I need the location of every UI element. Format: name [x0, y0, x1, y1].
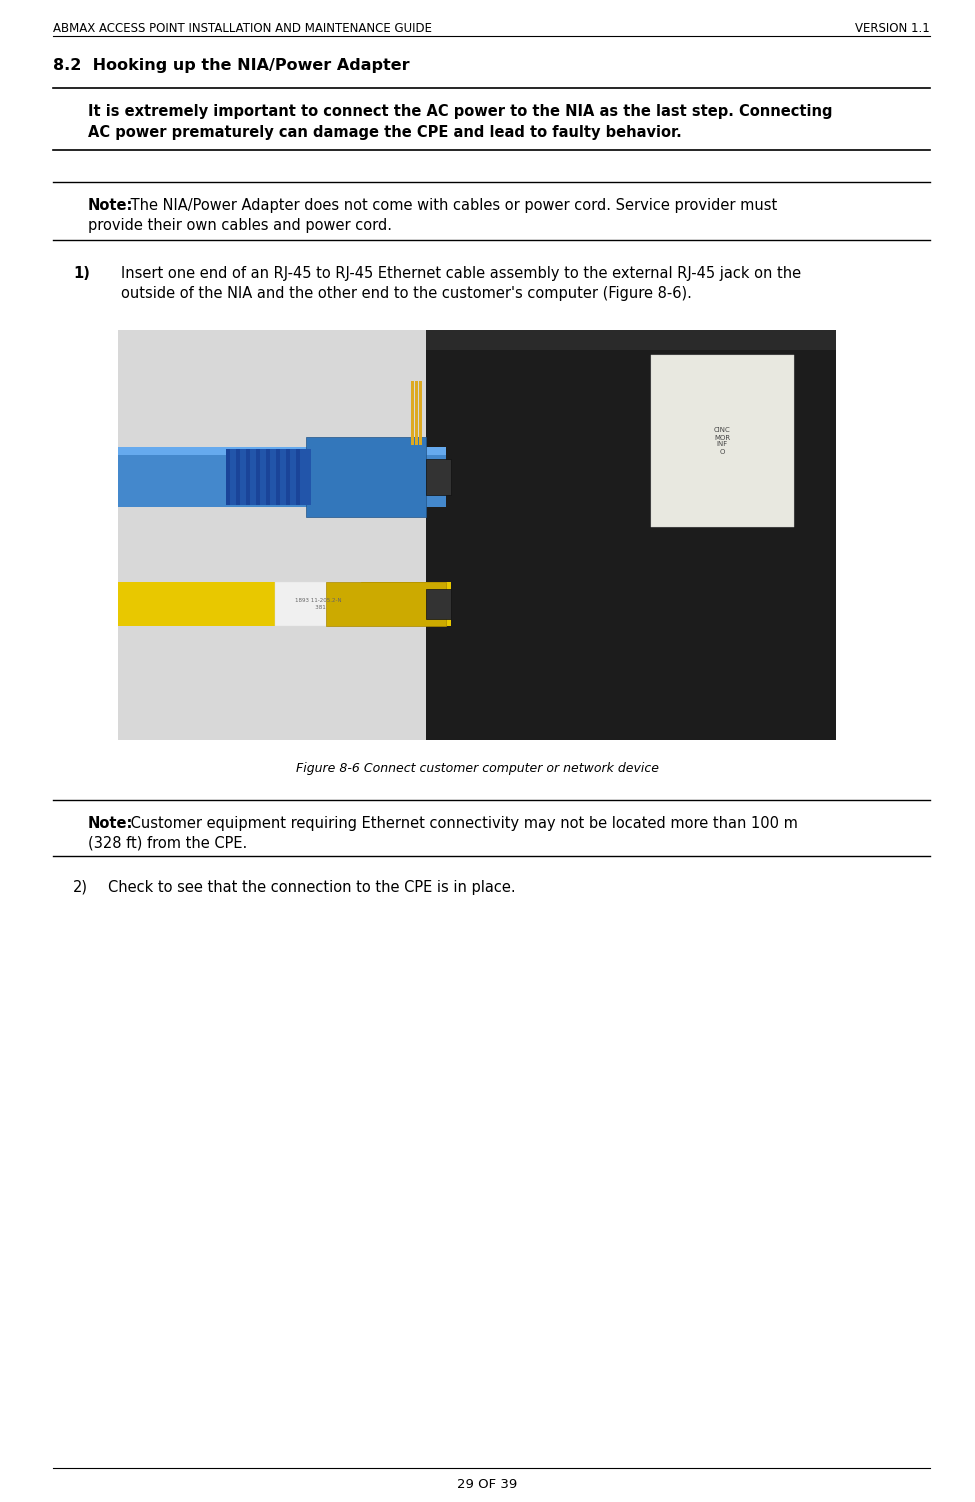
Bar — [246, 449, 250, 505]
Bar — [226, 449, 311, 505]
Bar — [326, 581, 446, 626]
Text: ABMAX ACCESS POINT INSTALLATION AND MAINTENANCE GUIDE: ABMAX ACCESS POINT INSTALLATION AND MAIN… — [53, 23, 432, 35]
Text: VERSION 1.1: VERSION 1.1 — [855, 23, 930, 35]
Bar — [118, 330, 836, 740]
Text: AC power prematurely can damage the CPE and lead to faulty behavior.: AC power prematurely can damage the CPE … — [88, 125, 682, 140]
Bar — [118, 448, 446, 455]
Text: 8.2  Hooking up the NIA/Power Adapter: 8.2 Hooking up the NIA/Power Adapter — [53, 59, 409, 74]
Bar — [286, 449, 290, 505]
Bar — [296, 449, 300, 505]
Bar — [276, 449, 280, 505]
Text: (328 ft) from the CPE.: (328 ft) from the CPE. — [88, 837, 248, 852]
Text: Note:: Note: — [88, 816, 134, 831]
Bar — [236, 449, 240, 505]
Text: 2): 2) — [73, 880, 88, 895]
Bar — [275, 581, 361, 626]
Bar — [426, 330, 836, 350]
Bar — [426, 589, 451, 619]
Bar — [118, 448, 446, 508]
Text: 29 OF 39: 29 OF 39 — [457, 1478, 517, 1491]
Text: 1): 1) — [73, 266, 90, 281]
Bar — [426, 330, 836, 740]
Bar — [118, 581, 451, 626]
Bar — [419, 382, 422, 445]
Bar — [266, 449, 270, 505]
Bar — [226, 449, 230, 505]
Text: The NIA/Power Adapter does not come with cables or power cord. Service provider : The NIA/Power Adapter does not come with… — [126, 198, 777, 213]
Text: Customer equipment requiring Ethernet connectivity may not be located more than : Customer equipment requiring Ethernet co… — [126, 816, 798, 831]
Text: Insert one end of an RJ-45 to RJ-45 Ethernet cable assembly to the external RJ-4: Insert one end of an RJ-45 to RJ-45 Ethe… — [121, 266, 801, 281]
Text: Note:: Note: — [88, 198, 134, 213]
Text: 1893 11-205.2-N
   381: 1893 11-205.2-N 381 — [294, 598, 341, 610]
Text: outside of the NIA and the other end to the customer's computer (Figure 8-6).: outside of the NIA and the other end to … — [121, 285, 692, 300]
Bar — [426, 460, 451, 496]
Text: CINC
MOR
INF
O: CINC MOR INF O — [714, 428, 730, 455]
Text: It is extremely important to connect the AC power to the NIA as the last step. C: It is extremely important to connect the… — [88, 104, 833, 119]
Bar — [256, 449, 260, 505]
Text: provide their own cables and power cord.: provide their own cables and power cord. — [88, 218, 392, 233]
Bar — [411, 382, 414, 445]
Bar — [306, 437, 426, 517]
Bar — [651, 354, 794, 527]
Text: Figure 8-6 Connect customer computer or network device: Figure 8-6 Connect customer computer or … — [295, 762, 658, 775]
Text: Check to see that the connection to the CPE is in place.: Check to see that the connection to the … — [108, 880, 516, 895]
Bar — [415, 382, 418, 445]
